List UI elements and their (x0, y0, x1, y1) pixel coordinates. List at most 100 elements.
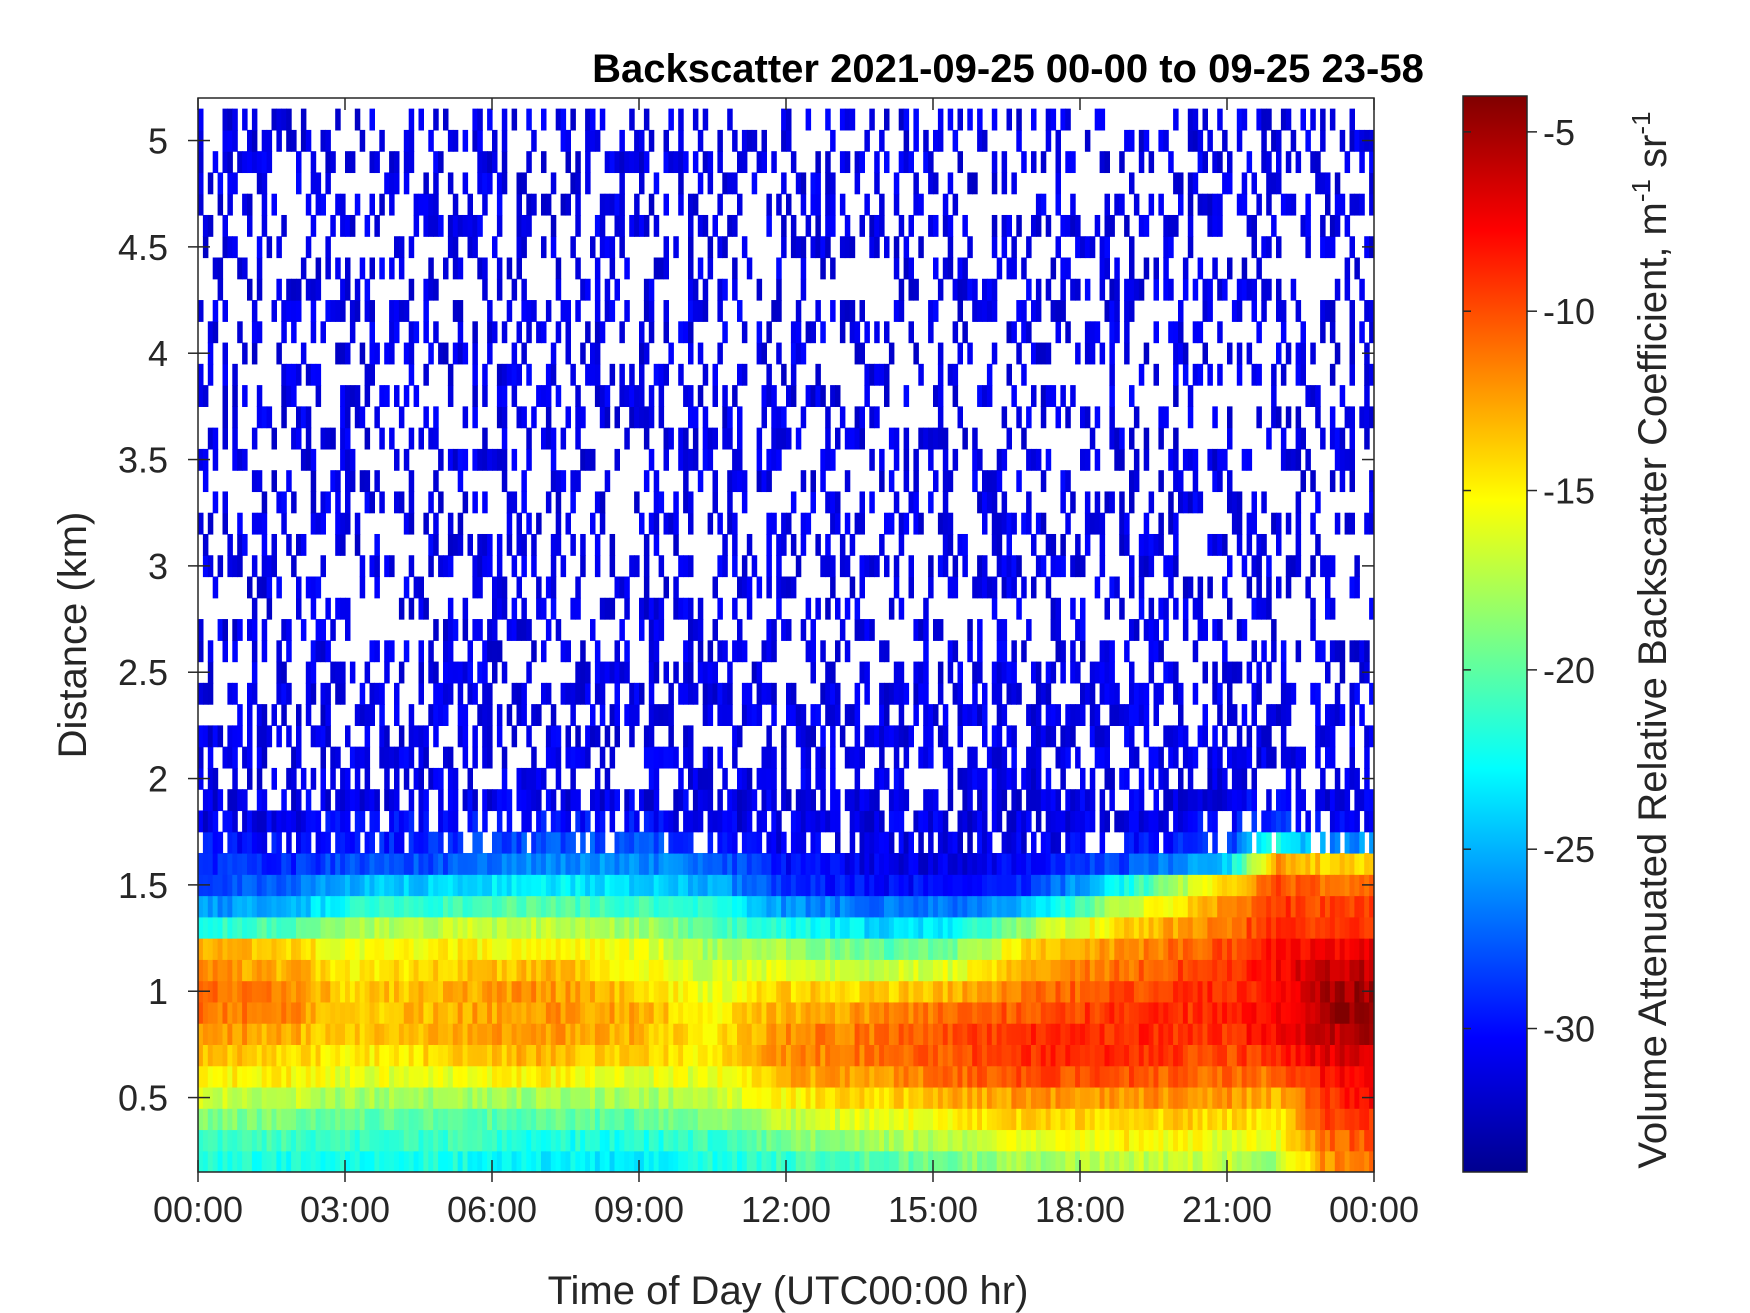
heatmap-cell (805, 938, 812, 960)
heatmap-cell (320, 895, 326, 918)
heatmap-cell (335, 852, 341, 875)
heatmap-cell (487, 448, 493, 471)
heatmap-cell (516, 236, 522, 259)
heatmap-cell (212, 895, 219, 918)
heatmap-cell (222, 938, 228, 960)
heatmap-cell (335, 682, 341, 705)
heatmap-cell (482, 704, 488, 726)
heatmap-cell (991, 512, 998, 535)
heatmap-cell (1006, 831, 1012, 854)
heatmap-cell (1006, 1086, 1012, 1109)
heatmap-cell (585, 448, 591, 471)
heatmap-cell (207, 1023, 214, 1045)
heatmap-cell (496, 1129, 503, 1152)
heatmap-cell (688, 278, 694, 301)
heatmap-cell (599, 980, 606, 1003)
heatmap-cell (810, 172, 816, 195)
heatmap-cell (692, 300, 699, 322)
heatmap-cell (688, 767, 694, 790)
heatmap-cell (707, 1129, 714, 1152)
heatmap-cell (536, 512, 542, 535)
heatmap-cell (545, 363, 552, 386)
heatmap-cell (648, 406, 655, 429)
heatmap-cell (810, 1065, 816, 1088)
heatmap-cell (957, 257, 963, 280)
heatmap-cell (345, 257, 351, 280)
heatmap-cell (222, 874, 228, 897)
heatmap-cell (604, 852, 611, 875)
heatmap-cell (550, 236, 557, 259)
heatmap-cell (447, 363, 454, 386)
heatmap-cell (428, 214, 434, 237)
heatmap-cell (575, 172, 581, 195)
heatmap-cell (639, 321, 645, 344)
heatmap-cell (594, 533, 601, 556)
heatmap-cell (428, 1044, 434, 1067)
heatmap-cell (217, 257, 224, 280)
heatmap-cell (1001, 576, 1008, 599)
heatmap-cell (526, 895, 532, 918)
heatmap-cell (423, 874, 429, 897)
heatmap-cell (653, 363, 660, 386)
heatmap-cell (364, 789, 371, 812)
heatmap-cell (555, 938, 562, 960)
heatmap-cell (604, 406, 611, 429)
heatmap-cell (570, 1150, 576, 1172)
heatmap-cell (585, 1150, 591, 1172)
heatmap-cell (413, 725, 420, 748)
heatmap-cell (766, 640, 772, 663)
heatmap-cell (296, 874, 302, 897)
heatmap-cell (947, 1108, 954, 1131)
heatmap-cell (570, 172, 576, 195)
heatmap-cell (526, 661, 532, 684)
heatmap-cell (335, 193, 341, 216)
heatmap-cell (810, 959, 816, 982)
heatmap-cell (202, 1044, 209, 1067)
heatmap-cell (202, 1001, 209, 1024)
heatmap-cell (247, 895, 253, 918)
heatmap-cell (619, 385, 625, 407)
heatmap-cell (923, 619, 929, 641)
heatmap-cell (457, 682, 464, 705)
heatmap-cell (918, 619, 924, 641)
heatmap-cell (937, 1065, 944, 1088)
heatmap-cell (766, 916, 772, 939)
heatmap-cell (438, 1065, 444, 1088)
heatmap-cell (683, 874, 689, 897)
heatmap-cell (741, 470, 748, 493)
heatmap-cell (619, 1129, 625, 1152)
heatmap-cell (413, 874, 420, 897)
heatmap-cell (550, 1129, 557, 1152)
heatmap-cell (629, 1150, 635, 1172)
heatmap-cell (212, 725, 219, 748)
heatmap-cell (217, 1065, 224, 1088)
heatmap-cell (261, 1150, 268, 1172)
heatmap-cell (349, 1108, 356, 1131)
heatmap-cell (957, 1044, 963, 1067)
heatmap-cell (800, 916, 807, 939)
heatmap-cell (291, 852, 297, 875)
heatmap-cell (1011, 321, 1017, 344)
heatmap-cell (300, 1129, 307, 1152)
heatmap-cell (207, 874, 214, 897)
heatmap-cell (604, 661, 611, 684)
heatmap-cell (727, 1023, 733, 1045)
heatmap-cell (462, 704, 469, 726)
heatmap-cell (795, 172, 802, 195)
heatmap-cell (281, 1044, 287, 1067)
heatmap-cell (452, 895, 459, 918)
heatmap-cell (315, 278, 322, 301)
heatmap-cell (952, 1044, 959, 1067)
heatmap-cell (447, 852, 454, 875)
heatmap-cell (320, 916, 326, 939)
heatmap-cell (462, 214, 469, 237)
heatmap-cell (256, 874, 263, 897)
heatmap-cell (854, 704, 861, 726)
heatmap-cell (296, 789, 302, 812)
heatmap-cell (913, 1129, 919, 1152)
heatmap-cell (232, 108, 238, 131)
heatmap-cell (604, 1065, 611, 1088)
heatmap-cell (325, 704, 331, 726)
heatmap-cell (707, 874, 714, 897)
heatmap-cell (1001, 704, 1008, 726)
